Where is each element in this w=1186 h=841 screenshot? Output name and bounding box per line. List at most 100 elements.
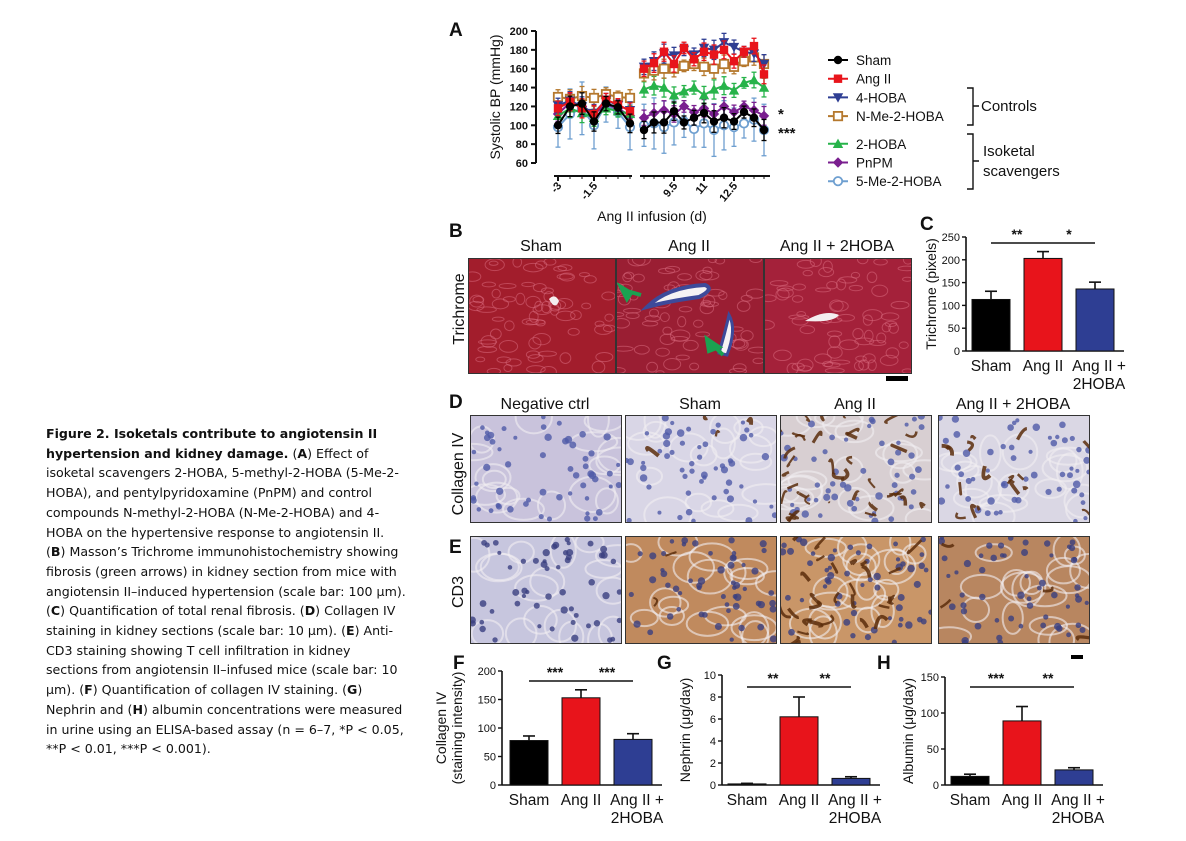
scale-bar-b — [886, 376, 908, 381]
a-point-ang-ii — [739, 47, 749, 56]
g-significance-label: ** — [768, 670, 779, 686]
a-point-2-hoba — [698, 89, 710, 100]
h-bar-angii-2hoba — [1054, 769, 1094, 786]
b-col-title-sham: Sham — [520, 238, 562, 255]
a-point-ang-ii — [709, 50, 719, 59]
h-y-tick-label: 0 — [933, 780, 939, 792]
caption-part-h: albumin concentrations were measured in … — [46, 701, 404, 757]
legend-group-scavengers-line2: scavengers — [983, 163, 1060, 180]
panel-label-g: G — [657, 653, 672, 674]
c-category-sham: Sham — [971, 358, 1012, 375]
micrograph-cd3-angii-2hoba — [938, 536, 1090, 644]
legend-group-scavengers-line1: Isoketal — [983, 143, 1035, 160]
micrograph-collagen-angii-2hoba — [938, 415, 1090, 523]
micrograph-trichrome-angii-2hoba — [764, 258, 912, 374]
c-y-tick-label: 250 — [942, 232, 960, 244]
a-point-2-hoba — [728, 85, 740, 95]
caption-letter-e: E — [345, 623, 355, 639]
panel-h-bar-chart: 0 50 100 150 Albumin (μg/day) Sham Ang II Ang I… — [900, 670, 1105, 827]
c-significance-label: ** — [1012, 226, 1023, 242]
g-bar-angii-2hoba — [831, 777, 871, 786]
legend-marker-sham — [833, 55, 843, 65]
a-point-4-hoba — [728, 42, 740, 53]
panel-label-h: H — [877, 653, 891, 674]
h-y-tick-label: 50 — [927, 744, 939, 756]
legend-bracket-controls — [967, 87, 979, 126]
a-point-ang-ii — [719, 45, 729, 55]
a-point-n-me-2-hoba — [678, 60, 690, 71]
f-y-axis-title: Collagen IV — [433, 691, 449, 764]
a-point-2-hoba — [688, 82, 700, 92]
g-significance-label: ** — [820, 670, 831, 686]
a-point-n-me-2-hoba — [718, 58, 730, 70]
h-category-angii-2hoba-line2: 2HOBA — [1052, 810, 1105, 827]
a-x-tick-label: 9.5 — [661, 180, 680, 199]
a-y-tick-label: 160 — [510, 64, 528, 76]
c-y-tick-label: 150 — [942, 278, 960, 290]
h-significance-label: ** — [1043, 670, 1054, 686]
a-point-sham — [749, 113, 759, 122]
a-point-ang-ii — [689, 55, 699, 64]
c-category-angii: Ang II — [1023, 358, 1064, 375]
caption-letter-h: H — [132, 701, 143, 717]
a-x-tick-label: -1.5 — [579, 180, 600, 202]
a-point-2-hoba — [678, 86, 690, 96]
caption-letter-c: C — [50, 603, 61, 619]
caption-part-a: Effect of isoketal scavengers 2-HOBA, 5-… — [46, 445, 399, 540]
a-point-pnpm — [658, 105, 670, 116]
a-point-ang-ii — [749, 41, 759, 51]
a-point-sham — [709, 117, 719, 126]
c-bar-sham — [971, 298, 1011, 352]
f-y-tick-label: 200 — [478, 666, 496, 678]
b-col-title-angii: Ang II — [668, 238, 710, 255]
panel-a-line-chart: 60 80 100 120 140 160 180 200 Systolic BP (mmHg)… — [487, 26, 1060, 224]
a-point-n-me-2-hoba — [658, 63, 670, 74]
legend-label-sham: Sham — [856, 53, 891, 68]
a-point-sham — [689, 113, 699, 122]
c-category-angii-2hoba-line2: 2HOBA — [1073, 376, 1126, 393]
a-point-sham — [739, 107, 749, 117]
h-category-angii-2hoba-line1: Ang II + — [1051, 792, 1105, 809]
a-x-tick-label: 12.5 — [717, 180, 740, 204]
f-y-tick-label: 150 — [478, 695, 496, 707]
f-y-axis-title-line2: (staining intensity) — [449, 672, 465, 785]
a-point-ang-ii — [625, 106, 635, 116]
g-y-axis-title: Nephrin (μg/day) — [677, 678, 693, 783]
f-significance-label: *** — [547, 664, 564, 680]
legend-bracket-scavengers — [967, 133, 979, 190]
f-bar-angii-2hoba — [613, 738, 653, 786]
panel-label-c: C — [920, 214, 934, 235]
c-y-axis-title: Trichrome (pixels) — [923, 238, 939, 350]
g-y-tick-label: 8 — [710, 692, 716, 704]
a-point-2-hoba — [738, 77, 750, 88]
de-col-title-angii-2hoba: Ang II + 2HOBA — [955, 396, 1071, 413]
a-x-tick-label: 11 — [694, 180, 711, 197]
a-point-pnpm — [718, 101, 730, 112]
a-point-2-hoba — [658, 82, 670, 92]
a-x-tick-label: -3 — [549, 180, 564, 195]
a-point-sham — [577, 99, 587, 108]
panel-g-bar-chart: 0 2 4 6 8 10 Nephrin (μg/day) Sham Ang II Ang II … — [677, 670, 882, 827]
a-point-2-hoba — [718, 80, 730, 90]
a-point-5-me-2-hoba — [738, 118, 750, 129]
g-category-angii: Ang II — [779, 792, 820, 809]
a-point-pnpm — [728, 106, 740, 118]
a-point-ang-ii — [679, 43, 689, 53]
a-point-sham — [589, 117, 599, 126]
legend-marker-n-me-2-hoba — [832, 111, 844, 122]
de-col-title-sham: Sham — [679, 396, 721, 413]
micrograph-trichrome-angii — [616, 258, 764, 374]
h-y-axis-title: Albumin (μg/day) — [900, 678, 916, 784]
a-point-sham — [659, 118, 669, 127]
f-y-tick-label: 100 — [478, 723, 496, 735]
h-category-sham: Sham — [950, 792, 991, 809]
a-y-tick-label: 140 — [510, 83, 528, 95]
a-point-sham — [729, 117, 739, 126]
panel-f-bar-chart: 0 50 100 150 200 Collagen IV (staining intensi… — [433, 664, 664, 827]
legend-label-ang-ii: Ang II — [856, 72, 891, 87]
a-point-n-me-2-hoba — [588, 92, 600, 104]
a-point-2-hoba — [758, 82, 770, 92]
panel-label-e: E — [449, 537, 462, 558]
a-y-tick-label: 80 — [516, 139, 528, 151]
a-point-pnpm — [758, 110, 770, 122]
